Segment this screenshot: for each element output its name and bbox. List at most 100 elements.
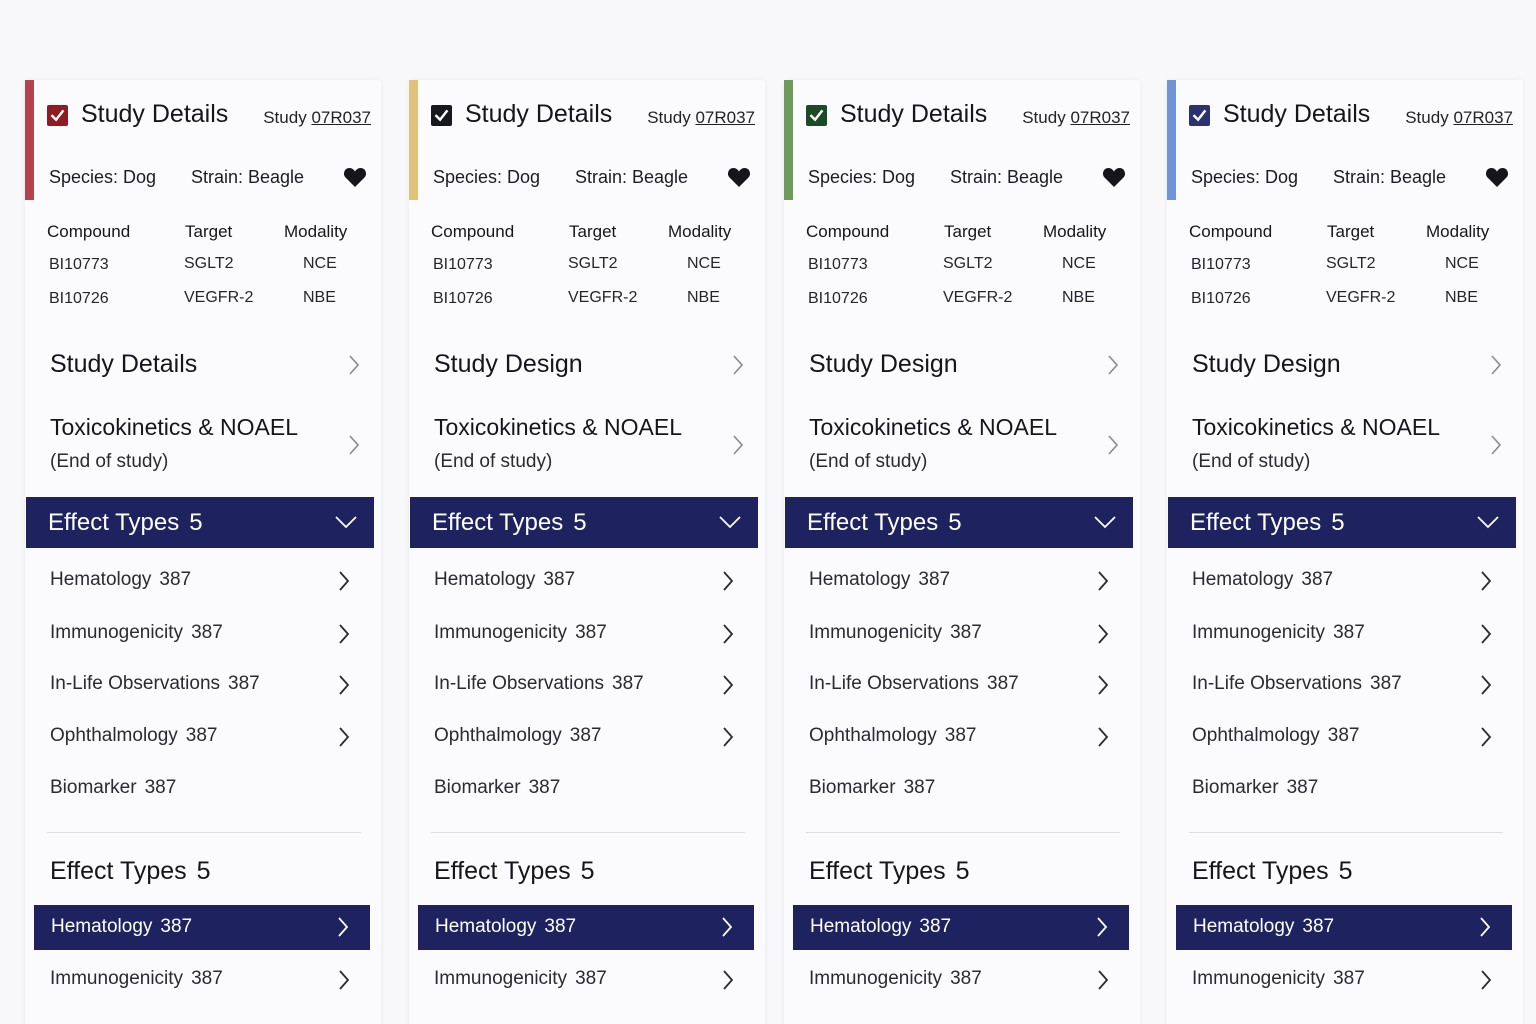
effect-types-label: Effect Types 5 (48, 509, 203, 537)
study-code-link[interactable]: 07R037 (695, 108, 755, 127)
check-icon (434, 109, 449, 122)
effect-item-label: Biomarker 387 (1192, 777, 1318, 799)
col-header-target: Target (944, 222, 992, 241)
effect-name: In-Life Observations (50, 673, 221, 694)
effect-types-dropdown[interactable]: Effect Types 5 (26, 497, 374, 548)
effect-item[interactable]: Biomarker 387 (409, 769, 759, 809)
effect-types-dropdown[interactable]: Effect Types 5 (785, 497, 1133, 548)
effect-item[interactable]: Ophthalmology 387 (25, 717, 375, 757)
effect-count: 387 (191, 968, 223, 989)
effect-types-dropdown[interactable]: Effect Types 5 (410, 497, 758, 548)
effect-count: 387 (918, 569, 951, 590)
nav-study-details[interactable]: Study Design (1167, 342, 1523, 388)
favorite-heart-icon[interactable] (343, 166, 367, 188)
effect-item[interactable]: Biomarker 387 (784, 769, 1134, 809)
nav-toxicokinetics[interactable]: Toxicokinetics & NOAEL (End of study) (409, 408, 765, 478)
effect-name: Hematology (435, 916, 537, 937)
favorite-heart-icon[interactable] (727, 166, 751, 188)
chevron-down-icon (718, 512, 742, 532)
effect-item-selected[interactable]: Hematology 387 (34, 905, 370, 950)
chevron-right-icon (721, 623, 735, 645)
effect-types-label: Effect Types 5 (1190, 509, 1345, 537)
effect-item-selected[interactable]: Hematology 387 (793, 905, 1129, 950)
section-divider (1189, 832, 1503, 833)
effect-item[interactable]: Hematology 387 (25, 561, 375, 601)
favorite-heart-icon[interactable] (1485, 166, 1509, 188)
study-prefix: Study (647, 108, 691, 127)
effect-item[interactable]: Immunogenicity 387 (25, 614, 375, 654)
col-header-compound: Compound (806, 222, 890, 241)
study-checkbox[interactable] (431, 105, 452, 126)
card-title: Study Details (81, 100, 229, 128)
effect-item[interactable]: Hematology 387 (1167, 561, 1517, 601)
chevron-right-icon (731, 354, 745, 376)
effect-item[interactable]: Ophthalmology 387 (409, 717, 759, 757)
effect-item-selected[interactable]: Hematology 387 (1176, 905, 1512, 950)
cell-modality: NCE (687, 255, 721, 272)
cell-modality: NBE (1445, 289, 1478, 306)
nav-study-details[interactable]: Study Details (25, 342, 381, 388)
effect-item[interactable]: Immunogenicity 387 (784, 614, 1134, 654)
nav-study-details[interactable]: Study Design (784, 342, 1140, 388)
effect-count: 387 (159, 569, 192, 590)
effect-name: Ophthalmology (1192, 725, 1320, 746)
chevron-right-icon (1096, 570, 1110, 592)
nav-toxicokinetics[interactable]: Toxicokinetics & NOAEL (End of study) (784, 408, 1140, 478)
effect-name: Ophthalmology (50, 725, 178, 746)
effect-item[interactable]: Hematology 387 (409, 561, 759, 601)
col-header-compound: Compound (1189, 222, 1273, 241)
effect-item-label: Immunogenicity 387 (434, 968, 607, 990)
cell-modality: NBE (1062, 289, 1095, 306)
nav-toxicokinetics[interactable]: Toxicokinetics & NOAEL (End of study) (25, 408, 381, 478)
effect-item[interactable]: In-Life Observations 387 (25, 665, 375, 705)
effect-name: Hematology (1192, 569, 1294, 590)
effect-item-label: Hematology 387 (1192, 569, 1333, 591)
effect-item[interactable]: Hematology 387 (784, 561, 1134, 601)
effect-item[interactable]: Ophthalmology 387 (1167, 717, 1517, 757)
effect-item[interactable]: In-Life Observations 387 (784, 665, 1134, 705)
study-card: Study Details Study 07R037 Species: Dog … (1167, 80, 1523, 1024)
study-code-link[interactable]: 07R037 (1070, 108, 1130, 127)
study-code-link[interactable]: 07R037 (311, 108, 371, 127)
effect-item[interactable]: Ophthalmology 387 (784, 717, 1134, 757)
effect-types-heading: Effect Types 5 (434, 857, 595, 886)
favorite-heart-icon[interactable] (1102, 166, 1126, 188)
effect-item[interactable]: Immunogenicity 387 (25, 960, 375, 1000)
effect-item[interactable]: Immunogenicity 387 (1167, 960, 1517, 1000)
effect-name: Hematology (50, 569, 152, 590)
effect-item[interactable]: In-Life Observations 387 (1167, 665, 1517, 705)
effect-item[interactable]: Biomarker 387 (1167, 769, 1517, 809)
study-code-link[interactable]: 07R037 (1453, 108, 1513, 127)
nav-study-details[interactable]: Study Design (409, 342, 765, 388)
effect-name: Biomarker (1192, 777, 1279, 798)
nav-title: Study Details (50, 350, 198, 378)
chevron-down-icon (334, 512, 358, 532)
study-checkbox[interactable] (1189, 105, 1210, 126)
effect-item-label: Immunogenicity 387 (50, 622, 223, 644)
effect-item-label: In-Life Observations 387 (809, 673, 1019, 695)
effect-item[interactable]: In-Life Observations 387 (409, 665, 759, 705)
effect-item[interactable]: Immunogenicity 387 (1167, 614, 1517, 654)
effect-count: 387 (987, 673, 1019, 694)
effect-item[interactable]: Immunogenicity 387 (409, 960, 759, 1000)
cell-target: SGLT2 (568, 255, 618, 272)
study-checkbox[interactable] (806, 105, 827, 126)
nav-subtitle: (End of study) (809, 451, 928, 472)
chevron-right-icon (337, 969, 351, 991)
chevron-down-icon (1093, 512, 1117, 532)
effect-item[interactable]: Immunogenicity 387 (784, 960, 1134, 1000)
effect-item-selected[interactable]: Hematology 387 (418, 905, 754, 950)
chevron-right-icon (1479, 623, 1493, 645)
effect-item-label: Immunogenicity 387 (1192, 622, 1365, 644)
effect-types-dropdown[interactable]: Effect Types 5 (1168, 497, 1516, 548)
effect-item-label: Biomarker 387 (809, 777, 935, 799)
effect-item[interactable]: Immunogenicity 387 (409, 614, 759, 654)
effect-item[interactable]: Biomarker 387 (25, 769, 375, 809)
study-checkbox[interactable] (47, 105, 68, 126)
effect-count: 387 (919, 916, 952, 937)
chevron-right-icon (1479, 570, 1493, 592)
section-divider (431, 832, 745, 833)
nav-toxicokinetics[interactable]: Toxicokinetics & NOAEL (End of study) (1167, 408, 1523, 478)
effect-name: Hematology (809, 569, 911, 590)
cell-modality: NCE (303, 255, 337, 272)
